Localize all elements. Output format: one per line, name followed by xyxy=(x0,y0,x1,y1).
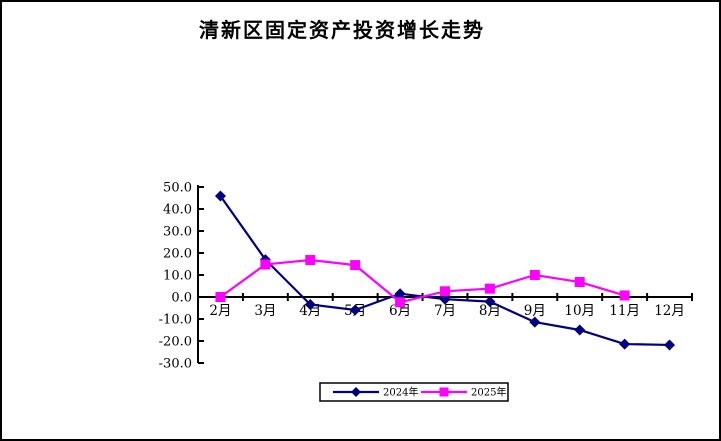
data-point-marker xyxy=(484,283,495,294)
y-tick-label: 20.0 xyxy=(163,247,192,262)
data-point-marker xyxy=(529,270,540,280)
legend-label: 2025年 xyxy=(471,386,506,399)
y-tick-label: -20.0 xyxy=(159,335,192,350)
x-tick-label: 12月 xyxy=(654,303,685,319)
data-point-marker xyxy=(574,324,586,336)
y-tick-label: 30.0 xyxy=(163,225,192,240)
data-point-marker xyxy=(439,387,449,397)
data-point-marker xyxy=(440,286,450,297)
x-tick-label: 8月 xyxy=(479,303,501,319)
legend-frame xyxy=(319,382,509,402)
x-tick-label: 3月 xyxy=(254,303,276,319)
data-point-marker xyxy=(350,260,361,271)
chart-title: 清新区固定资产投资增长走势 xyxy=(199,18,485,42)
data-point-marker xyxy=(349,304,361,316)
plot-area: 50.0 40.0 30.0 20.0 10.0 0.0 -10.0 -20.0 -30.0 2月… xyxy=(159,181,693,372)
data-point-marker xyxy=(395,297,406,308)
legend-box: 2024年 2025年 xyxy=(319,382,509,402)
data-point-marker xyxy=(664,339,676,351)
data-point-marker xyxy=(260,259,271,270)
series-line-1 xyxy=(219,258,625,304)
x-tick-label: 6月 xyxy=(389,303,411,319)
data-point-marker xyxy=(351,387,361,397)
data-point-marker xyxy=(305,255,316,266)
data-point-marker xyxy=(439,293,451,305)
y-tick-label: 10.0 xyxy=(163,269,192,284)
x-tick-label: 4月 xyxy=(299,303,321,319)
x-tick-label: 10月 xyxy=(564,303,595,319)
data-point-marker xyxy=(394,288,406,300)
y-tick-label: -10.0 xyxy=(159,313,192,328)
x-tick-label: 9月 xyxy=(524,303,546,319)
data-point-marker xyxy=(529,316,541,328)
x-tick-label: 11月 xyxy=(609,303,640,319)
data-point-marker xyxy=(215,292,226,302)
legend-label: 2024年 xyxy=(383,386,418,399)
data-point-marker xyxy=(619,290,630,301)
data-point-marker xyxy=(484,296,496,308)
data-point-marker xyxy=(619,338,631,350)
series-line-0 xyxy=(219,195,670,347)
y-tick-label: -30.0 xyxy=(159,357,192,372)
y-tick-label: 0.0 xyxy=(171,291,192,306)
data-point-marker xyxy=(574,277,585,288)
y-tick-label: 50.0 xyxy=(163,181,192,196)
x-tick-label: 2月 xyxy=(209,303,231,319)
y-tick-label: 40.0 xyxy=(163,203,192,218)
data-point-marker xyxy=(304,298,316,310)
x-tick-label: 7月 xyxy=(434,303,456,319)
data-point-marker xyxy=(214,190,226,202)
